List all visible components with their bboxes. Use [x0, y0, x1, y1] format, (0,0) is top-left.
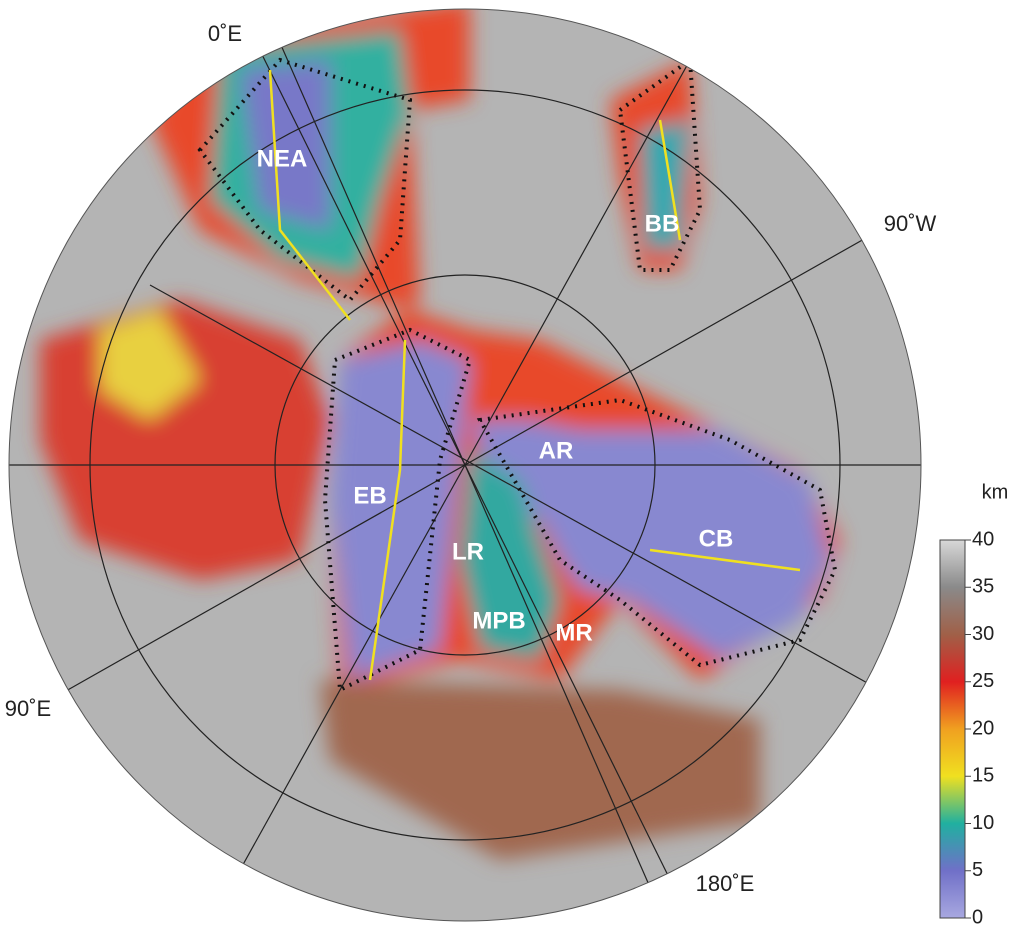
meridian-label: 0˚E — [208, 21, 242, 46]
region-label: CB — [699, 525, 734, 552]
region-label: NEA — [257, 145, 308, 172]
colorbar-tick-label: 35 — [972, 576, 994, 598]
colorbar-tick-label: 0 — [972, 906, 983, 928]
colorbar-tick-label: 25 — [972, 670, 994, 692]
region-label: AR — [539, 437, 574, 464]
colorbar-tick-label: 5 — [972, 859, 983, 881]
region-label: LR — [452, 538, 484, 565]
region-label: MPB — [472, 607, 525, 634]
colorbar-tick-label: 15 — [972, 765, 994, 787]
colorbar-tick-label: 10 — [972, 812, 994, 834]
region-label: MR — [555, 619, 592, 646]
meridian-label: 90˚E — [5, 696, 51, 721]
colorbar — [940, 540, 965, 918]
region-label: EB — [353, 482, 386, 509]
region-label: BB — [645, 210, 680, 237]
colorbar-unit: km — [982, 481, 1009, 503]
meridian-label: 90˚W — [884, 211, 937, 236]
map-figure: 0˚E 90˚W 90˚E 180˚E NEA BB EB LR AR MPB MR CB 0 5 10… — [0, 0, 1010, 933]
map-disk — [0, 0, 930, 930]
colorbar-tick-label: 40 — [972, 528, 994, 550]
meridian-label: 180˚E — [696, 871, 755, 896]
colorbar-tick-label: 30 — [972, 623, 994, 645]
colorbar-tick-label: 20 — [972, 717, 994, 739]
